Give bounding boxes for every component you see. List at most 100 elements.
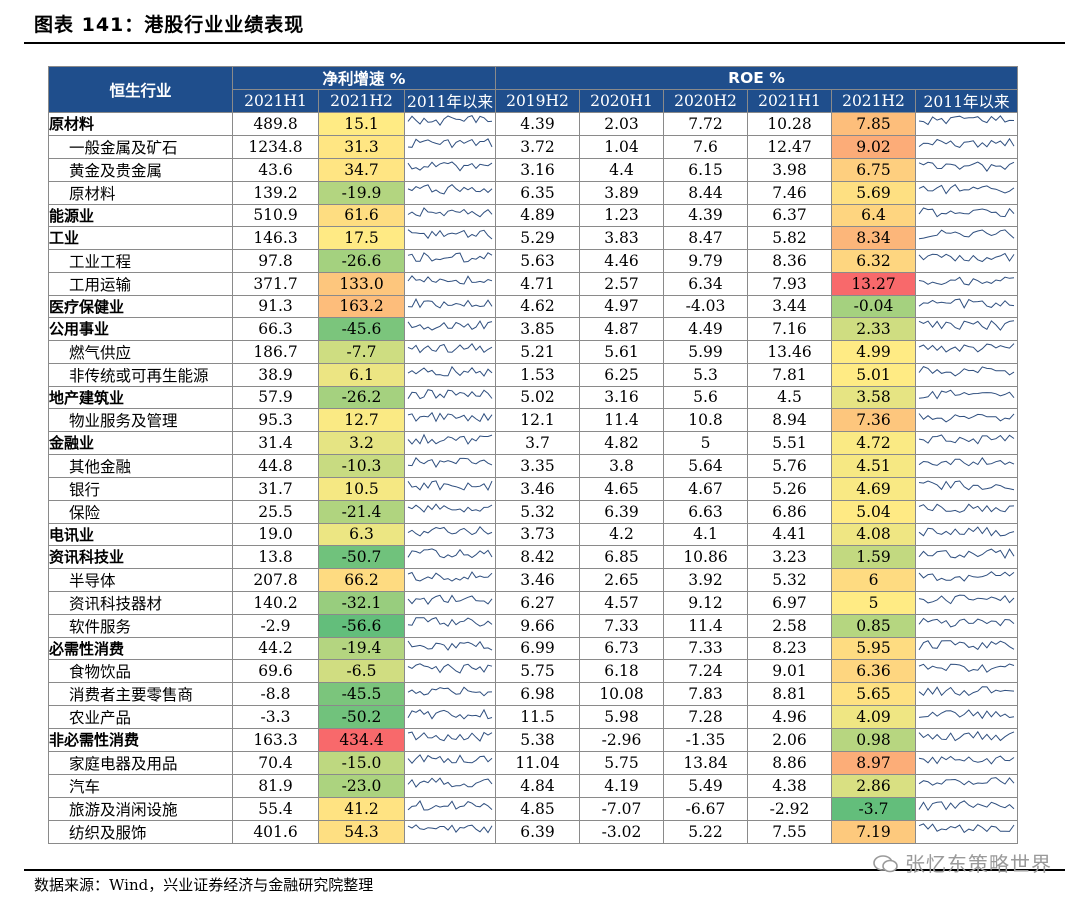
- roe-cell: 1.53: [495, 362, 580, 387]
- np-trend-cell: [404, 408, 496, 432]
- industry-name: 银行: [48, 476, 233, 501]
- roe-cell: 7.85: [831, 112, 916, 136]
- sparkline: [918, 184, 1015, 195]
- roe-cell: 9.79: [663, 248, 748, 273]
- roe-cell: 4.41: [747, 522, 832, 546]
- np-trend-cell: [404, 157, 496, 182]
- roe-cell: 2.58: [747, 613, 832, 638]
- roe-cell: 3.35: [495, 453, 580, 478]
- roe-cell: 5.38: [495, 728, 580, 752]
- roe-cell: 5.29: [495, 226, 580, 250]
- roe-cell: 3.44: [747, 294, 832, 318]
- roe-cell: 3.83: [579, 226, 664, 250]
- roe-cell: 4.2: [579, 522, 664, 546]
- roe-trend-cell: [915, 453, 1018, 478]
- roe-cell: 5.99: [663, 339, 748, 364]
- wechat-icon: [873, 855, 898, 873]
- roe-cell: 0.85: [831, 613, 916, 638]
- industry-name: 其他金融: [48, 453, 233, 478]
- industry-name: 金融业: [48, 431, 233, 455]
- sparkline: [407, 800, 493, 811]
- sparkline-path: [407, 777, 493, 788]
- roe-cell: 7.6: [663, 134, 748, 159]
- roe-trend-cell: [915, 476, 1018, 501]
- sparkline: [918, 800, 1015, 812]
- np-2021h2-cell: -10.3: [318, 453, 405, 478]
- industry-name: 电讯业: [48, 522, 233, 546]
- industry-name: 家庭电器及用品: [48, 750, 233, 775]
- roe-cell: -6.67: [663, 796, 748, 821]
- sparkline-path: [918, 276, 1015, 286]
- roe-cell: 4.08: [831, 522, 916, 546]
- np-2021h2-cell: 133.0: [318, 271, 405, 296]
- sparkline-path: [918, 548, 1015, 560]
- roe-cell: 6.32: [831, 248, 916, 273]
- roe-cell: 6.75: [831, 157, 916, 182]
- np-2021h2-cell: 41.2: [318, 796, 405, 821]
- sparkline: [407, 365, 493, 377]
- np-2021h2-cell: -26.2: [318, 385, 405, 409]
- roe-cell: 7.93: [747, 271, 832, 296]
- sparkline: [918, 480, 1015, 491]
- np-2021h1-cell: 44.2: [232, 636, 319, 660]
- roe-cell: 3.98: [747, 157, 832, 182]
- np-2021h2-cell: -26.6: [318, 248, 405, 273]
- sparkline: [918, 594, 1015, 605]
- np-2021h1-cell: -2.9: [232, 613, 319, 638]
- industry-name: 能源业: [48, 203, 233, 227]
- industry-name: 燃气供应: [48, 339, 233, 364]
- sparkline-path: [918, 708, 1015, 719]
- roe-cell: 7.16: [747, 317, 832, 341]
- roe-cell: 4.38: [747, 773, 832, 798]
- sparkline-path: [918, 731, 1015, 742]
- roe-cell: 13.84: [663, 750, 748, 775]
- np-2021h2-cell: -19.9: [318, 180, 405, 205]
- roe-cell: 5.75: [495, 659, 580, 683]
- roe-cell: 3.85: [495, 317, 580, 341]
- sparkline-path: [407, 388, 493, 399]
- np-trend-cell: [404, 590, 496, 615]
- sparkline: [407, 777, 493, 788]
- np-2021h2-cell: -23.0: [318, 773, 405, 798]
- sparkline-path: [918, 457, 1015, 467]
- sparkline-path: [918, 207, 1015, 218]
- np-2021h1-cell: 25.5: [232, 499, 319, 524]
- roe-cell: 10.28: [747, 112, 832, 136]
- roe-trend-cell: [915, 431, 1018, 455]
- industry-name: 旅游及消闲设施: [48, 796, 233, 821]
- roe-cell: 4.89: [495, 203, 580, 227]
- roe-cell: -3.7: [831, 796, 916, 821]
- np-trend-cell: [404, 545, 496, 569]
- sparkline-path: [918, 639, 1015, 650]
- roe-cell: 8.44: [663, 180, 748, 205]
- table-row: 燃气供应 186.7 -7.7 5.21 5.61 5.99 13.46 4.99: [48, 339, 1018, 364]
- source-note: 数据来源：Wind，兴业证券经济与金融研究院整理: [34, 876, 374, 894]
- roe-cell: 2.03: [579, 112, 664, 136]
- np-trend-cell: [404, 522, 496, 546]
- industry-name: 工业工程: [48, 248, 233, 273]
- np-trend-cell: [404, 636, 496, 660]
- sparkline: [918, 457, 1015, 467]
- np-2021h2-cell: -56.6: [318, 613, 405, 638]
- roe-cell: 4.97: [579, 294, 664, 318]
- roe-cell: 6.4: [831, 203, 916, 227]
- roe-cell: 4.57: [579, 590, 664, 615]
- roe-cell: 8.42: [495, 545, 580, 569]
- np-2021h1-cell: 146.3: [232, 226, 319, 250]
- sparkline-path: [918, 298, 1015, 309]
- sparkline-path: [918, 343, 1015, 353]
- roe-cell: 2.57: [579, 271, 664, 296]
- roe-cell: 4.49: [663, 317, 748, 341]
- watermark: 张忆东策略世界: [873, 848, 1052, 877]
- np-trend-cell: [404, 476, 496, 501]
- np-trend-cell: [404, 682, 496, 706]
- sparkline-path: [407, 184, 493, 195]
- sparkline-path: [407, 548, 493, 559]
- sparkline-path: [407, 754, 493, 764]
- industry-name: 资讯科技器材: [48, 590, 233, 615]
- industry-name: 半导体: [48, 567, 233, 592]
- sparkline: [918, 434, 1015, 445]
- sparkline-path: [407, 457, 493, 468]
- roe-cell: 1.59: [831, 545, 916, 569]
- sparkline: [918, 503, 1015, 513]
